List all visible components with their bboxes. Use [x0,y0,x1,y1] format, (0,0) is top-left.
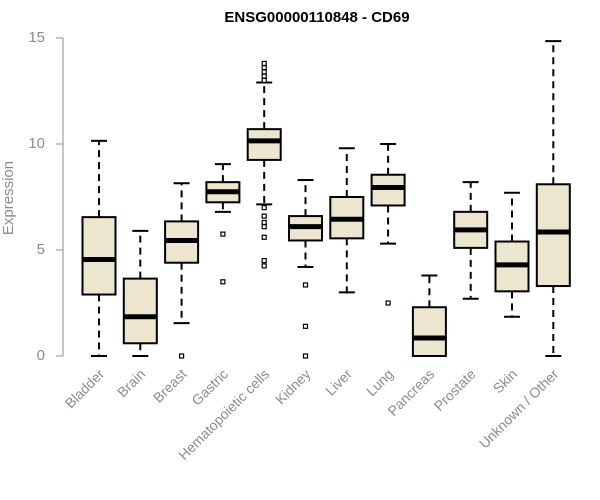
outlier-point [385,300,391,306]
y-tick-label: 15 [28,29,45,46]
box-pancreas [411,274,447,357]
x-tick-label: Brain [114,366,148,400]
x-tick-label: Prostate [431,366,479,414]
outlier-point [220,279,226,285]
outlier-point [261,60,267,67]
y-tick-label: 10 [28,135,45,152]
box-bladder [81,139,117,357]
outlier-point [261,65,267,71]
chart-title: ENSG00000110848 - CD69 [224,9,409,26]
outlier-point [179,353,185,359]
x-tick-label: Bladder [62,366,108,412]
outlier-point [302,323,309,329]
iqr-box [411,306,447,357]
box-hematopoietic-cells [246,60,282,269]
x-tick-label: Liver [322,366,355,399]
box-kidney [288,179,323,359]
outlier-point [261,258,267,264]
y-tick-label: 0 [37,347,45,364]
outlier-point [261,69,267,75]
iqr-box [246,128,282,161]
x-tick-label: Breast [150,366,190,406]
outlier-point [261,224,267,230]
outlier-point [220,231,226,237]
iqr-box [122,277,158,345]
outlier-point [261,205,267,211]
box-lung [370,143,406,306]
outlier-point [261,77,267,84]
outlier-point [261,73,267,79]
y-axis: 0 5 10 15 [28,29,64,364]
outlier-point [261,213,267,219]
outlier-point [261,219,267,226]
y-tick-label: 5 [37,241,45,258]
x-tick-label: Lung [363,366,396,399]
box-brain [122,229,158,357]
box-liver [329,147,365,294]
x-tick-label: Skin [490,366,521,397]
iqr-box [81,216,117,296]
box-gastric [205,163,241,285]
box-prostate [453,181,489,300]
outlier-point [261,263,267,269]
outlier-point [302,353,309,359]
x-tick-label: Kidney [272,366,314,408]
outlier-point [261,234,267,240]
y-axis-label: Expression [0,161,17,235]
box-group [81,40,571,359]
iqr-box [370,173,406,207]
iqr-box [535,183,571,288]
box-skin [494,191,530,318]
outlier-point [302,282,309,288]
box-breast [164,182,200,359]
box-unknown-other [535,40,571,357]
